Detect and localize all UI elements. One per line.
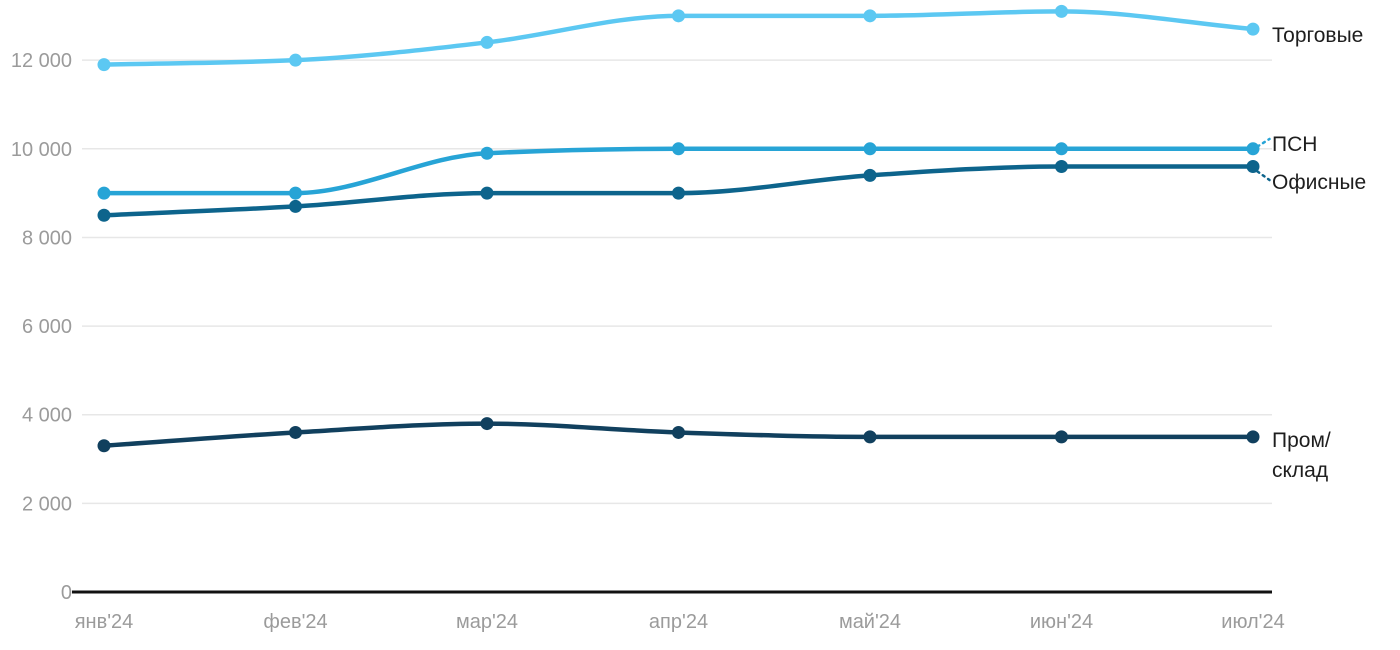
data-point-torgovye xyxy=(672,9,685,23)
x-axis-tick-label: янв'24 xyxy=(75,611,134,633)
data-point-ofisnye xyxy=(480,186,494,200)
data-point-torgovye xyxy=(1246,22,1260,36)
data-point-prom-sklad xyxy=(863,430,877,444)
data-point-psn xyxy=(480,146,494,160)
data-point-prom-sklad xyxy=(289,425,302,439)
data-point-ofisnye xyxy=(289,199,302,213)
x-axis-tick-label: фев'24 xyxy=(263,611,327,633)
data-point-ofisnye xyxy=(1055,160,1068,174)
x-axis-tick-label: апр'24 xyxy=(649,611,708,633)
data-point-torgovye xyxy=(289,53,302,67)
data-point-psn xyxy=(863,142,877,156)
y-axis-tick-label: 8 000 xyxy=(22,227,72,249)
data-point-psn xyxy=(1246,142,1260,156)
x-axis-tick-label: июн'24 xyxy=(1030,611,1093,633)
data-point-torgovye xyxy=(480,35,494,49)
x-axis-tick-label: май'24 xyxy=(839,611,901,633)
data-point-torgovye xyxy=(1055,4,1068,18)
y-axis-tick-label: 4 000 xyxy=(22,405,72,427)
y-axis-tick-label: 2 000 xyxy=(22,493,72,515)
y-axis-tick-label: 10 000 xyxy=(11,139,72,161)
data-point-torgovye xyxy=(863,9,877,23)
x-axis-tick-label: мар'24 xyxy=(456,611,518,633)
y-axis-tick-label: 12 000 xyxy=(11,50,72,72)
data-point-prom-sklad xyxy=(97,439,111,453)
data-point-prom-sklad xyxy=(672,425,685,439)
series-label-line: Офисные xyxy=(1272,170,1367,194)
y-axis-tick-label: 0 xyxy=(61,582,72,604)
data-point-ofisnye xyxy=(1246,160,1260,174)
series-line-psn xyxy=(101,146,1256,196)
series-label-psn: ПСН xyxy=(1272,130,1317,160)
label-leader-line-ofisnye xyxy=(1256,170,1271,182)
data-point-prom-sklad xyxy=(1246,430,1260,444)
series-label-prom-sklad: Пром/склад xyxy=(1272,426,1331,486)
series-label-line: Торговые xyxy=(1272,24,1364,48)
data-point-ofisnye xyxy=(672,186,685,200)
data-point-psn xyxy=(1055,142,1068,156)
y-axis-tick-label: 6 000 xyxy=(22,316,72,338)
label-leader-line-psn xyxy=(1256,137,1271,148)
series-label-line: склад xyxy=(1272,458,1329,482)
series-label-ofisnye: Офисные xyxy=(1272,168,1366,198)
data-point-prom-sklad xyxy=(1055,430,1068,444)
series-label-line: ПСН xyxy=(1272,133,1318,157)
data-point-torgovye xyxy=(97,58,111,72)
data-point-psn xyxy=(672,142,685,156)
data-point-ofisnye xyxy=(97,208,111,222)
data-point-psn xyxy=(289,186,302,200)
data-point-prom-sklad xyxy=(480,417,494,431)
series-label-line: Пром/ xyxy=(1272,428,1331,452)
data-point-ofisnye xyxy=(863,168,877,182)
x-axis-tick-label: июл'24 xyxy=(1221,611,1284,633)
data-point-psn xyxy=(97,186,111,200)
series-label-torgovye: Торговые xyxy=(1272,21,1363,51)
